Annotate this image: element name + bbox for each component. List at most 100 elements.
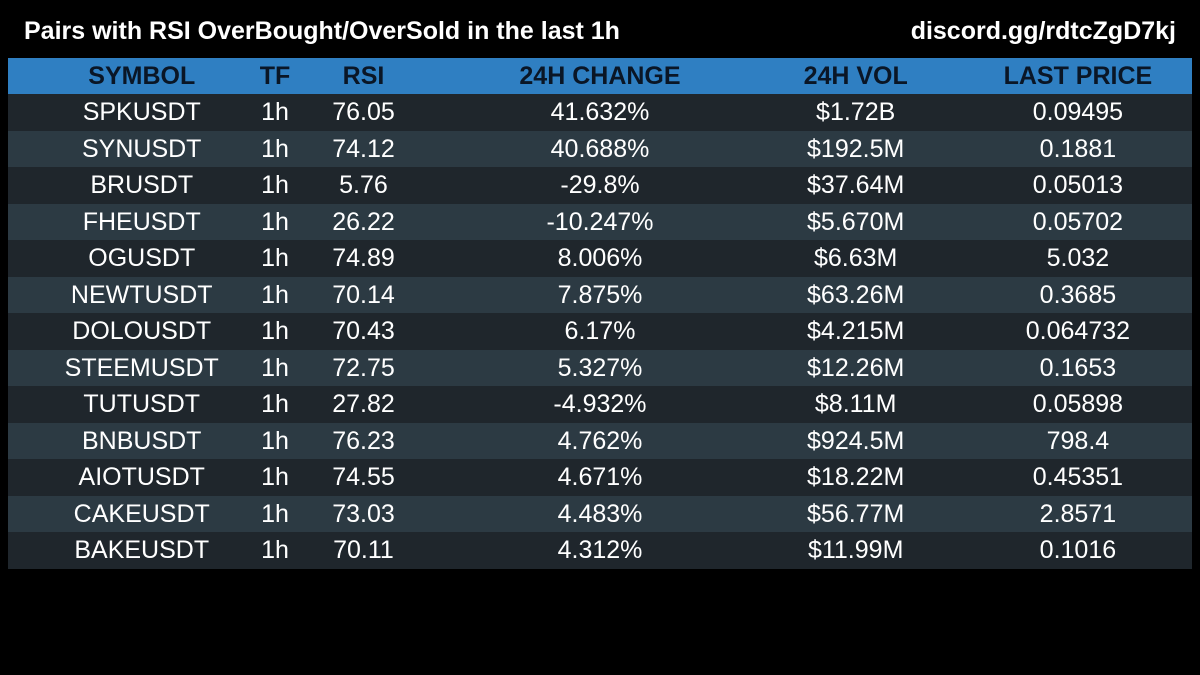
cell-last-price: 0.064732 bbox=[1025, 317, 1131, 346]
cell-24h-change: 4.483% bbox=[557, 499, 643, 528]
cell-tf: 1h bbox=[261, 426, 289, 455]
cell-rsi: 76.23 bbox=[332, 426, 395, 455]
cell-24h-change: 6.17% bbox=[564, 317, 636, 346]
column-header-24h-change[interactable]: 24H CHANGE bbox=[519, 62, 681, 90]
discord-link[interactable]: discord.gg/rdtcZgD7kj bbox=[910, 17, 1176, 45]
page-title: Pairs with RSI OverBought/OverSold in th… bbox=[24, 17, 620, 45]
cell-24h-change: 4.762% bbox=[557, 426, 643, 455]
header-bar: Pairs with RSI OverBought/OverSold in th… bbox=[0, 0, 1200, 58]
cell-24h-vol: $18.22M bbox=[807, 463, 905, 492]
column-header-tf[interactable]: TF bbox=[259, 62, 291, 90]
cell-rsi: 72.75 bbox=[332, 353, 395, 382]
table-row[interactable]: BAKEUSDT 1h 70.11 4.312% $11.99M 0.1016 bbox=[8, 532, 1192, 569]
cell-last-price: 2.8571 bbox=[1039, 499, 1117, 528]
table-row[interactable]: NEWTUSDT 1h 70.14 7.875% $63.26M 0.3685 bbox=[8, 276, 1192, 313]
cell-symbol: DOLOUSDT bbox=[72, 317, 212, 346]
cell-rsi: 27.82 bbox=[332, 390, 395, 419]
cell-tf: 1h bbox=[261, 353, 289, 382]
cell-symbol: NEWTUSDT bbox=[70, 280, 213, 309]
cell-24h-vol: $63.26M bbox=[807, 280, 905, 309]
table-row[interactable]: BRUSDT 1h 5.76 -29.8% $37.64M 0.05013 bbox=[8, 167, 1192, 204]
cell-rsi: 74.89 bbox=[332, 244, 395, 273]
table-header-row: SYMBOL TF RSI 24H CHANGE 24H VOL LAST PR… bbox=[8, 58, 1192, 94]
cell-24h-vol: $6.63M bbox=[813, 244, 898, 273]
table-row[interactable]: SPKUSDT 1h 76.05 41.632% $1.72B 0.09495 bbox=[8, 94, 1192, 131]
table-row[interactable]: CAKEUSDT 1h 73.03 4.483% $56.77M 2.8571 bbox=[8, 495, 1192, 532]
cell-24h-change: 40.688% bbox=[550, 134, 650, 163]
cell-24h-vol: $12.26M bbox=[807, 353, 905, 382]
cell-24h-vol: $1.72B bbox=[816, 98, 896, 127]
cell-last-price: 0.05013 bbox=[1032, 171, 1124, 200]
cell-24h-change: 7.875% bbox=[557, 280, 643, 309]
cell-last-price: 0.1881 bbox=[1039, 134, 1117, 163]
cell-rsi: 70.14 bbox=[332, 280, 395, 309]
cell-rsi: 76.05 bbox=[332, 98, 395, 127]
cell-tf: 1h bbox=[261, 280, 289, 309]
cell-last-price: 0.1653 bbox=[1039, 353, 1117, 382]
cell-symbol: AIOTUSDT bbox=[78, 463, 205, 492]
cell-rsi: 74.12 bbox=[332, 134, 395, 163]
cell-tf: 1h bbox=[261, 244, 289, 273]
cell-last-price: 0.1016 bbox=[1039, 536, 1117, 565]
cell-24h-vol: $11.99M bbox=[807, 536, 904, 565]
cell-last-price: 0.3685 bbox=[1039, 280, 1117, 309]
cell-24h-vol: $192.5M bbox=[807, 134, 905, 163]
table-row[interactable]: TUTUSDT 1h 27.82 -4.932% $8.11M 0.05898 bbox=[8, 386, 1192, 423]
cell-symbol: CAKEUSDT bbox=[73, 499, 210, 528]
table-row[interactable]: FHEUSDT 1h 26.22 -10.247% $5.670M 0.0570… bbox=[8, 203, 1192, 240]
cell-tf: 1h bbox=[261, 536, 289, 565]
cell-tf: 1h bbox=[261, 171, 289, 200]
cell-tf: 1h bbox=[261, 134, 289, 163]
cell-symbol: STEEMUSDT bbox=[64, 353, 219, 382]
cell-rsi: 26.22 bbox=[332, 207, 395, 236]
cell-last-price: 5.032 bbox=[1046, 244, 1110, 273]
cell-24h-vol: $8.11M bbox=[814, 390, 897, 419]
column-header-symbol[interactable]: SYMBOL bbox=[88, 62, 196, 90]
column-header-last-price[interactable]: LAST PRICE bbox=[1003, 62, 1153, 90]
table-row[interactable]: AIOTUSDT 1h 74.55 4.671% $18.22M 0.45351 bbox=[8, 459, 1192, 496]
cell-24h-vol: $924.5M bbox=[807, 426, 905, 455]
table-row[interactable]: OGUSDT 1h 74.89 8.006% $6.63M 5.032 bbox=[8, 240, 1192, 277]
cell-symbol: OGUSDT bbox=[88, 244, 196, 273]
cell-symbol: BNBUSDT bbox=[82, 426, 202, 455]
cell-last-price: 0.09495 bbox=[1032, 98, 1124, 127]
cell-symbol: TUTUSDT bbox=[83, 390, 201, 419]
cell-24h-change: 5.327% bbox=[557, 353, 643, 382]
cell-24h-change: 4.671% bbox=[557, 463, 643, 492]
cell-24h-vol: $56.77M bbox=[807, 499, 905, 528]
cell-24h-change: 8.006% bbox=[557, 244, 643, 273]
cell-last-price: 0.45351 bbox=[1032, 463, 1124, 492]
table-row[interactable]: DOLOUSDT 1h 70.43 6.17% $4.215M 0.064732 bbox=[8, 313, 1192, 350]
cell-last-price: 0.05702 bbox=[1032, 207, 1124, 236]
cell-24h-vol: $4.215M bbox=[807, 317, 905, 346]
cell-symbol: BRUSDT bbox=[90, 171, 194, 200]
cell-rsi: 70.43 bbox=[332, 317, 395, 346]
cell-symbol: BAKEUSDT bbox=[74, 536, 210, 565]
cell-tf: 1h bbox=[261, 499, 289, 528]
cell-rsi: 73.03 bbox=[332, 499, 395, 528]
cell-rsi: 74.55 bbox=[332, 463, 395, 492]
table-row[interactable]: BNBUSDT 1h 76.23 4.762% $924.5M 798.4 bbox=[8, 422, 1192, 459]
rsi-table: SYMBOL TF RSI 24H CHANGE 24H VOL LAST PR… bbox=[8, 58, 1192, 569]
cell-24h-change: 4.312% bbox=[557, 536, 643, 565]
column-header-24h-vol[interactable]: 24H VOL bbox=[803, 62, 908, 90]
cell-24h-vol: $5.670M bbox=[807, 207, 905, 236]
column-header-rsi[interactable]: RSI bbox=[342, 62, 385, 90]
cell-symbol: SPKUSDT bbox=[82, 98, 201, 127]
cell-24h-vol: $37.64M bbox=[807, 171, 905, 200]
cell-24h-change: 41.632% bbox=[550, 98, 650, 127]
cell-tf: 1h bbox=[261, 98, 289, 127]
cell-symbol: FHEUSDT bbox=[82, 207, 201, 236]
cell-24h-change: -29.8% bbox=[560, 171, 640, 200]
cell-last-price: 0.05898 bbox=[1032, 390, 1124, 419]
cell-rsi: 5.76 bbox=[339, 171, 388, 200]
table-row[interactable]: STEEMUSDT 1h 72.75 5.327% $12.26M 0.1653 bbox=[8, 349, 1192, 386]
cell-tf: 1h bbox=[261, 207, 289, 236]
cell-last-price: 798.4 bbox=[1046, 426, 1110, 455]
cell-24h-change: -10.247% bbox=[546, 207, 654, 236]
cell-symbol: SYNUSDT bbox=[82, 134, 202, 163]
cell-tf: 1h bbox=[261, 317, 289, 346]
cell-tf: 1h bbox=[261, 463, 289, 492]
cell-rsi: 70.11 bbox=[333, 536, 394, 565]
table-row[interactable]: SYNUSDT 1h 74.12 40.688% $192.5M 0.1881 bbox=[8, 130, 1192, 167]
